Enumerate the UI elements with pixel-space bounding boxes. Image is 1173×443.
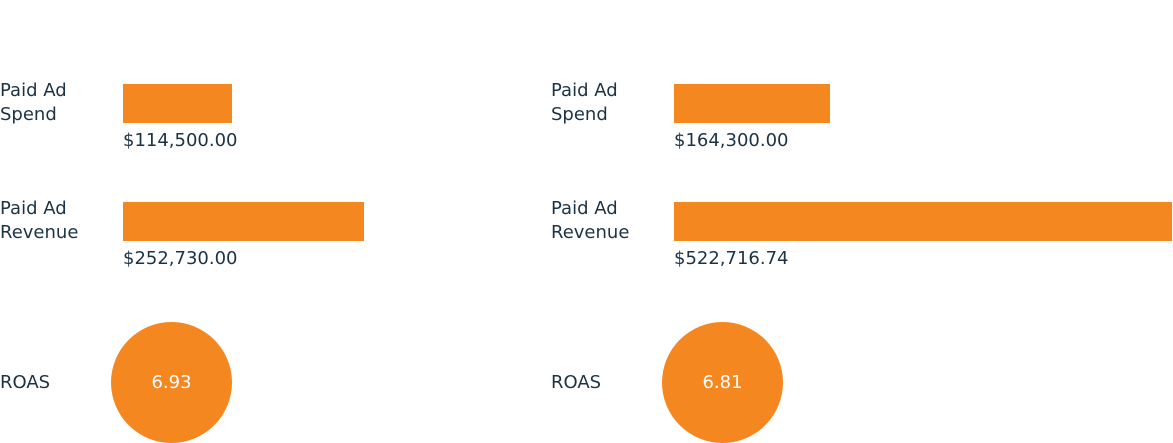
bar xyxy=(123,84,233,123)
category-label: Paid Ad Revenue xyxy=(551,198,630,243)
value-label: $252,730.00 xyxy=(123,248,238,269)
roas-circle: 6.93 xyxy=(111,322,232,443)
roas-label: ROAS xyxy=(0,372,51,393)
category-label: Paid Ad Spend xyxy=(0,80,67,125)
bar xyxy=(674,202,1172,241)
category-label: Paid Ad Spend xyxy=(551,80,618,125)
roas-label: ROAS xyxy=(551,372,602,393)
bar xyxy=(674,84,831,123)
value-label: $522,716.74 xyxy=(674,248,789,269)
value-label: $114,500.00 xyxy=(123,130,238,151)
value-label: $164,300.00 xyxy=(674,130,789,151)
bar xyxy=(123,202,364,241)
category-label: Paid Ad Revenue xyxy=(0,198,79,243)
roas-circle: 6.81 xyxy=(662,322,783,443)
